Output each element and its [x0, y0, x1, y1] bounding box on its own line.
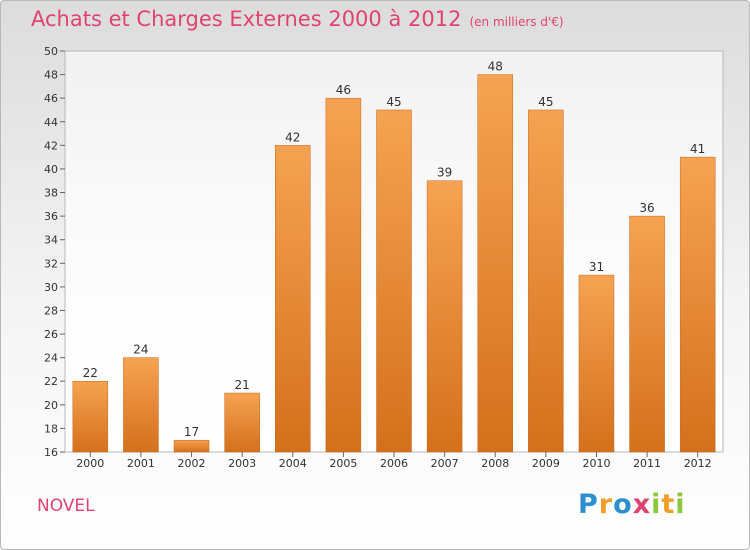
bar	[426, 180, 463, 453]
commune-name: NOVEL	[37, 496, 95, 516]
bar-value-label: 48	[488, 60, 503, 74]
y-tick-label: 34	[44, 234, 58, 247]
x-tick-label: 2002	[178, 457, 206, 470]
bar	[376, 109, 412, 453]
x-tick-label: 2003	[228, 457, 256, 470]
bar	[325, 97, 362, 453]
y-axis: 16 18 20 22 24 26 28 30 32 34 36 38 40 42 44 46 48 50	[44, 45, 65, 459]
y-tick-label: 40	[44, 163, 58, 176]
bar	[477, 74, 513, 453]
proxiti-letter: P	[578, 489, 599, 520]
bar-value-label: 17	[184, 425, 199, 439]
y-tick-label: 24	[44, 352, 58, 365]
y-tick-label: 26	[44, 328, 58, 341]
x-tick-label: 2007	[431, 457, 459, 470]
proxiti-logo: Proxiti	[578, 489, 686, 520]
y-tick-label: 22	[44, 375, 58, 388]
bar-value-label: 41	[690, 142, 705, 156]
x-tick-label: 2011	[633, 457, 661, 470]
bar-value-label: 31	[589, 260, 604, 274]
y-tick-label: 38	[44, 187, 58, 200]
y-tick-label: 20	[44, 399, 58, 412]
y-tick-label: 30	[44, 281, 58, 294]
proxiti-letter: i	[675, 489, 686, 520]
y-tick-label: 32	[44, 257, 58, 270]
x-tick-label: 2001	[127, 457, 155, 470]
bar-value-label: 22	[83, 366, 98, 380]
proxiti-letter: x	[632, 489, 652, 520]
bar	[224, 392, 260, 453]
bar	[275, 145, 311, 453]
bar-value-label: 46	[336, 83, 351, 97]
x-tick-label: 2008	[481, 457, 509, 470]
bar-value-label: 36	[639, 201, 654, 215]
y-tick-label: 28	[44, 304, 58, 317]
bar	[629, 215, 665, 453]
x-tick-label: 2009	[532, 457, 560, 470]
x-tick-label: 2006	[380, 457, 408, 470]
bar	[679, 156, 716, 453]
x-tick-label: 2000	[76, 457, 104, 470]
bar	[72, 380, 109, 453]
x-tick-label: 2005	[329, 457, 357, 470]
y-tick-label: 50	[44, 45, 58, 58]
chart-title-unit: (en milliers d'€)	[469, 15, 564, 29]
x-tick-label: 2010	[582, 457, 610, 470]
bar-value-label: 24	[133, 343, 148, 357]
y-tick-label: 42	[44, 139, 58, 152]
y-tick-label: 18	[44, 422, 58, 435]
bar-value-label: 45	[538, 95, 553, 109]
y-tick-label: 36	[44, 210, 58, 223]
bar-value-label: 21	[235, 378, 250, 392]
bar	[173, 439, 210, 453]
y-tick-label: 44	[44, 116, 58, 129]
proxiti-letter: i	[651, 489, 662, 520]
y-tick-label: 16	[44, 446, 58, 459]
bar-value-label: 39	[437, 166, 452, 180]
proxiti-letter: t	[661, 489, 676, 520]
y-tick-label: 46	[44, 92, 58, 105]
bar	[578, 274, 615, 453]
bar-value-label: 42	[285, 130, 300, 144]
proxiti-letter: r	[598, 489, 614, 520]
x-tick-label: 2004	[279, 457, 307, 470]
bar	[528, 109, 564, 453]
x-tick-label: 2012	[684, 457, 712, 470]
y-tick-label: 48	[44, 69, 58, 82]
chart-title-main: Achats et Charges Externes 2000 à 2012	[31, 7, 462, 31]
chart-title: Achats et Charges Externes 2000 à 2012 (e…	[31, 7, 564, 31]
bar-value-label: 45	[386, 95, 401, 109]
bars: 22 24 17 21 42 46 45 39 48 45 31 36 41	[72, 60, 716, 453]
bar	[123, 357, 159, 453]
proxiti-letter: o	[613, 489, 633, 520]
x-axis: 2000 2001 2002 2003 2004 2005 2006 2007 2008 2009…	[76, 452, 712, 470]
